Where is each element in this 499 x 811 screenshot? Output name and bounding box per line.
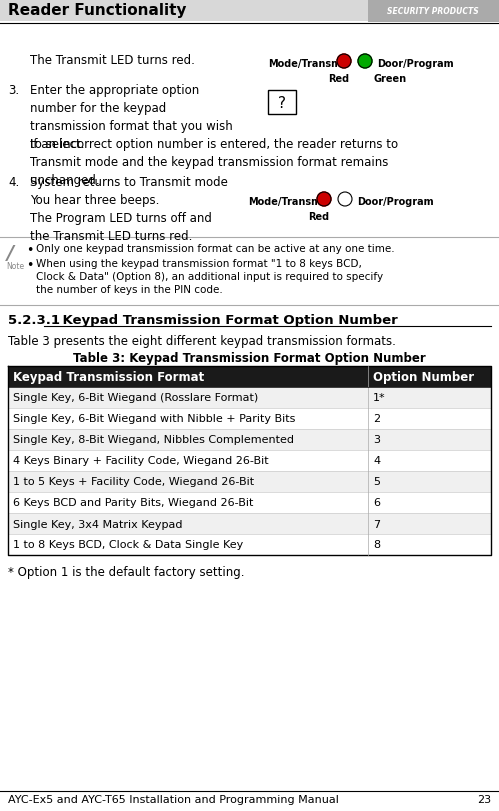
Text: 1*: 1*: [373, 393, 386, 403]
FancyBboxPatch shape: [0, 0, 499, 22]
Text: When using the keypad transmission format "1 to 8 keys BCD,
Clock & Data" (Optio: When using the keypad transmission forma…: [36, 259, 383, 295]
Text: ?: ?: [278, 96, 286, 110]
Text: Single Key, 3x4 Matrix Keypad: Single Key, 3x4 Matrix Keypad: [13, 519, 183, 529]
FancyBboxPatch shape: [8, 471, 491, 492]
Text: •: •: [26, 259, 33, 272]
Text: 5: 5: [373, 477, 380, 487]
Text: Single Key, 6-Bit Wiegand (Rosslare Format): Single Key, 6-Bit Wiegand (Rosslare Form…: [13, 393, 258, 403]
FancyBboxPatch shape: [8, 388, 491, 409]
FancyBboxPatch shape: [368, 0, 499, 23]
Text: Only one keypad transmission format can be active at any one time.: Only one keypad transmission format can …: [36, 243, 395, 254]
Text: •: •: [26, 243, 33, 257]
FancyBboxPatch shape: [8, 367, 491, 388]
Text: If an incorrect option number is entered, the reader returns to
Transmit mode an: If an incorrect option number is entered…: [30, 138, 398, 187]
Circle shape: [337, 55, 351, 69]
Text: 4 Keys Binary + Facility Code, Wiegand 26-Bit: 4 Keys Binary + Facility Code, Wiegand 2…: [13, 456, 268, 466]
Text: SECURITY PRODUCTS: SECURITY PRODUCTS: [387, 6, 479, 15]
Text: 4.: 4.: [8, 176, 19, 189]
FancyBboxPatch shape: [8, 513, 491, 534]
Text: 4: 4: [373, 456, 380, 466]
Text: 6 Keys BCD and Parity Bits, Wiegand 26-Bit: 6 Keys BCD and Parity Bits, Wiegand 26-B…: [13, 498, 253, 508]
Text: The Transmit LED turns red.: The Transmit LED turns red.: [30, 54, 195, 67]
Text: 6: 6: [373, 498, 380, 508]
Text: 7: 7: [373, 519, 380, 529]
Text: Keypad Transmission Format: Keypad Transmission Format: [13, 371, 204, 384]
Text: Enter the appropriate option
number for the keypad
transmission format that you : Enter the appropriate option number for …: [30, 84, 233, 151]
Text: 5.2.3.1: 5.2.3.1: [8, 314, 60, 327]
Circle shape: [338, 193, 352, 207]
FancyBboxPatch shape: [8, 492, 491, 513]
Text: Single Key, 8-Bit Wiegand, Nibbles Complemented: Single Key, 8-Bit Wiegand, Nibbles Compl…: [13, 435, 294, 445]
Text: Note: Note: [6, 262, 24, 271]
Text: AYC-Ex5 and AYC-T65 Installation and Programming Manual: AYC-Ex5 and AYC-T65 Installation and Pro…: [8, 794, 339, 804]
Text: 1 to 8 Keys BCD, Clock & Data Single Key: 1 to 8 Keys BCD, Clock & Data Single Key: [13, 540, 243, 550]
FancyBboxPatch shape: [268, 91, 296, 115]
Text: Table 3: Keypad Transmission Format Option Number: Table 3: Keypad Transmission Format Opti…: [73, 351, 425, 365]
Text: * Option 1 is the default factory setting.: * Option 1 is the default factory settin…: [8, 565, 245, 578]
Text: You hear three beeps.: You hear three beeps.: [30, 194, 159, 207]
Text: 23: 23: [477, 794, 491, 804]
Text: 2: 2: [373, 414, 380, 424]
FancyBboxPatch shape: [8, 430, 491, 450]
Text: Table 3 presents the eight different keypad transmission formats.: Table 3 presents the eight different key…: [8, 335, 396, 348]
Text: 3.: 3.: [8, 84, 19, 97]
Circle shape: [358, 55, 372, 69]
Text: System returns to Transmit mode: System returns to Transmit mode: [30, 176, 228, 189]
Text: Mode/Transmit: Mode/Transmit: [268, 59, 349, 69]
FancyBboxPatch shape: [8, 534, 491, 556]
Text: Option Number: Option Number: [373, 371, 474, 384]
Text: Mode/Transmit: Mode/Transmit: [248, 197, 329, 207]
Text: Keypad Transmission Format Option Number: Keypad Transmission Format Option Number: [44, 314, 398, 327]
Text: Red: Red: [308, 212, 329, 221]
Circle shape: [317, 193, 331, 207]
Text: 1 to 5 Keys + Facility Code, Wiegand 26-Bit: 1 to 5 Keys + Facility Code, Wiegand 26-…: [13, 477, 254, 487]
Text: Reader Functionality: Reader Functionality: [8, 3, 187, 19]
Text: /: /: [7, 243, 14, 263]
Text: 3: 3: [373, 435, 380, 445]
FancyBboxPatch shape: [8, 450, 491, 471]
Text: Single Key, 6-Bit Wiegand with Nibble + Parity Bits: Single Key, 6-Bit Wiegand with Nibble + …: [13, 414, 295, 424]
Text: Green: Green: [373, 74, 407, 84]
Text: Door/Program: Door/Program: [377, 59, 454, 69]
Text: 8: 8: [373, 540, 380, 550]
Text: Door/Program: Door/Program: [357, 197, 434, 207]
FancyBboxPatch shape: [8, 409, 491, 430]
Text: Red: Red: [328, 74, 350, 84]
Text: The Program LED turns off and
the Transmit LED turns red.: The Program LED turns off and the Transm…: [30, 212, 212, 242]
